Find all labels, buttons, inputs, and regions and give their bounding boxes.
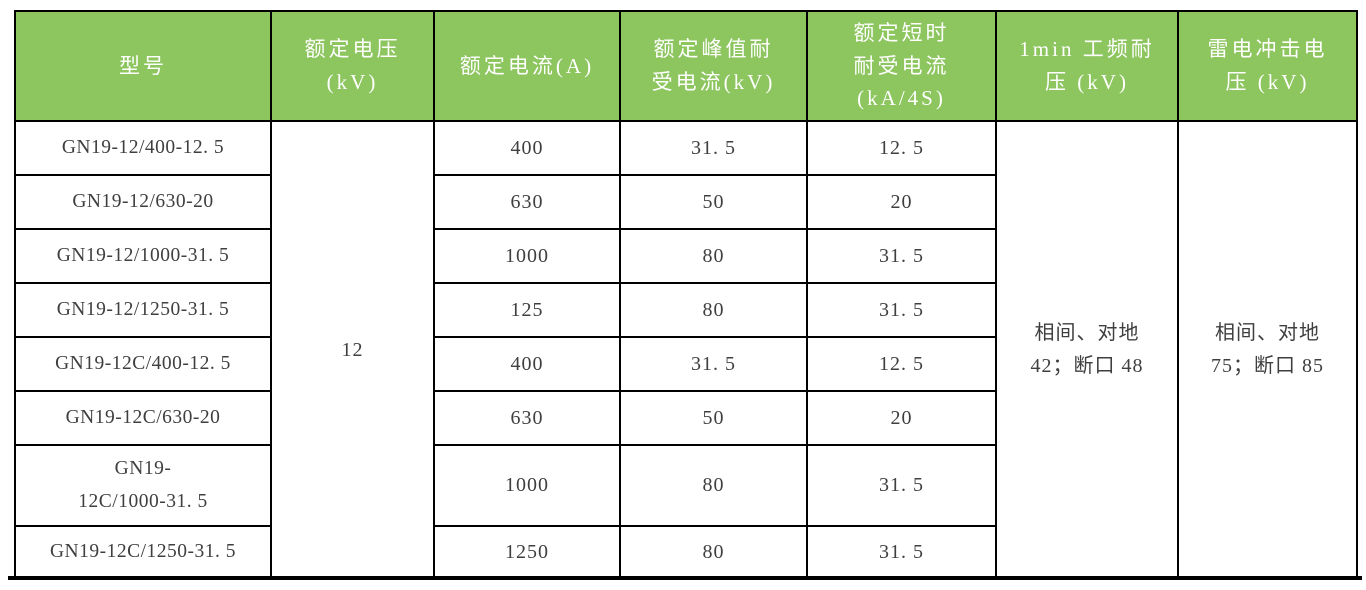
current-cell: 400 [433, 336, 621, 392]
model-cell: GN19-12/630-20 [14, 174, 272, 230]
table-row: GN19-12/1000-31. 5 1000 80 31. 5 [14, 228, 1357, 284]
table-row: GN19-12C/400-12. 5 400 31. 5 12. 5 [14, 336, 1357, 392]
table-row: GN19-12/630-20 630 50 20 [14, 174, 1357, 230]
model-cell: GN19-12C/1250-31. 5 [14, 525, 272, 580]
peak-cell: 80 [619, 525, 808, 580]
current-cell: 1000 [433, 228, 621, 284]
current-cell: 125 [433, 282, 621, 338]
short-time-cell: 31. 5 [806, 228, 997, 284]
table-row: GN19-12/1250-31. 5 125 80 31. 5 [14, 282, 1357, 338]
header-cell-lightning-impulse: 雷电冲击电 压 (kV) [1177, 10, 1358, 122]
peak-cell: 31. 5 [619, 336, 808, 392]
peak-cell: 50 [619, 174, 808, 230]
peak-cell: 50 [619, 390, 808, 446]
header-cell-model: 型号 [14, 10, 272, 122]
model-cell: GN19-12/1250-31. 5 [14, 282, 272, 338]
peak-cell: 31. 5 [619, 120, 808, 176]
short-time-cell: 31. 5 [806, 525, 997, 580]
peak-cell: 80 [619, 444, 808, 527]
header-cell-rated-current: 额定电流(A) [433, 10, 621, 122]
short-time-cell: 31. 5 [806, 282, 997, 338]
model-cell: GN19-12C/630-20 [14, 390, 272, 446]
header-row: 型号 额定电压 (kV) 额定电流(A) 额定峰值耐 受电流(kV) 额定短时 … [14, 10, 1358, 122]
table-row: GN19-12C/1250-31. 5 1250 80 31. 5 [14, 525, 1357, 580]
header-cell-rated-voltage: 额定电压 (kV) [270, 10, 435, 122]
peak-cell: 80 [619, 228, 808, 284]
model-cell: GN19-12/400-12. 5 [14, 120, 272, 176]
model-cell: GN19- 12C/1000-31. 5 [14, 444, 272, 527]
current-cell: 630 [433, 174, 621, 230]
header-cell-peak-withstand-current: 额定峰值耐 受电流(kV) [619, 10, 808, 122]
short-time-cell: 20 [806, 390, 997, 446]
short-time-cell: 31. 5 [806, 444, 997, 527]
current-cell: 1250 [433, 525, 621, 580]
table-row: GN19-12/400-12. 5 12 400 31. 5 12. 5 相间、… [14, 120, 1358, 580]
table-row: GN19- 12C/1000-31. 5 1000 80 31. 5 [14, 444, 1357, 527]
table-bottom-rule [8, 576, 1362, 580]
header-cell-short-time-withstand-current: 额定短时 耐受电流 (kA/4S) [806, 10, 997, 122]
model-cell: GN19-12/1000-31. 5 [14, 228, 272, 284]
peak-cell: 80 [619, 282, 808, 338]
header-cell-power-frequency-withstand: 1min 工频耐 压 (kV) [995, 10, 1179, 122]
short-time-cell: 12. 5 [806, 120, 997, 176]
model-cell: GN19-12C/400-12. 5 [14, 336, 272, 392]
spec-table: 型号 额定电压 (kV) 额定电流(A) 额定峰值耐 受电流(kV) 额定短时 … [14, 10, 1358, 580]
table-row: GN19-12C/630-20 630 50 20 [14, 390, 1357, 446]
power-frequency-merged-cell: 相间、对地 42；断口 48 [995, 120, 1179, 580]
current-cell: 400 [433, 120, 621, 176]
lightning-impulse-merged-cell: 相间、对地 75；断口 85 [1177, 120, 1358, 580]
short-time-cell: 12. 5 [806, 336, 997, 392]
short-time-cell: 20 [806, 174, 997, 230]
current-cell: 1000 [433, 444, 621, 527]
current-cell: 630 [433, 390, 621, 446]
rated-voltage-merged-cell: 12 [270, 120, 435, 580]
